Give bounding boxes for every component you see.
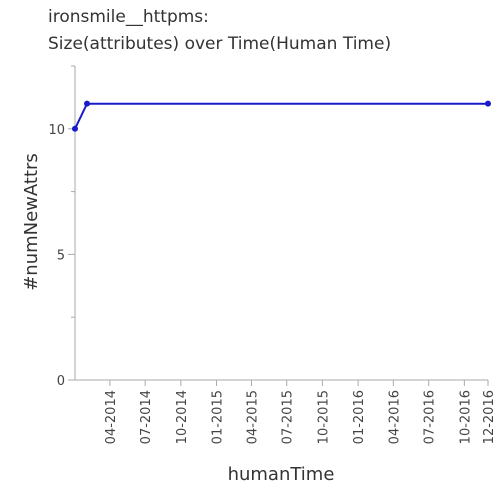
chart-subtitle: Size(attributes) over Time(Human Time) xyxy=(48,34,392,54)
x-tick-label: 12-2016 xyxy=(482,390,497,444)
x-tick-label: 01-2015 xyxy=(211,390,226,444)
x-tick-label: 10-2014 xyxy=(175,390,190,444)
x-tick-label: 07-2015 xyxy=(281,390,296,444)
x-tick-label: 07-2014 xyxy=(139,390,154,444)
data-point xyxy=(72,125,78,132)
chart-series-layer xyxy=(72,100,491,132)
data-point xyxy=(84,100,91,107)
data-point xyxy=(485,100,491,107)
x-tick-label: 10-2016 xyxy=(458,390,473,444)
x-tick-label: 10-2015 xyxy=(316,390,331,444)
y-tick-label: 5 xyxy=(57,248,65,263)
x-axis-title: humanTime xyxy=(228,464,335,485)
series-line xyxy=(74,102,488,130)
y-axis-title: #numNewAttrs xyxy=(21,153,42,291)
x-tick-label: 01-2016 xyxy=(352,390,367,444)
x-tick-label: 04-2015 xyxy=(245,390,260,444)
x-tick-label: 07-2016 xyxy=(423,390,438,444)
chart-axes: 0 5 10 04-2014 07-2014 10-2014 01-2015 04-2015 0… xyxy=(48,65,497,444)
x-tick-label: 04-2016 xyxy=(387,390,402,444)
x-tick-label: 04-2014 xyxy=(104,390,119,444)
y-tick-label: 0 xyxy=(57,374,65,389)
y-tick-label: 10 xyxy=(48,123,65,138)
chart-title: ironsmile__httpms: xyxy=(48,7,209,27)
